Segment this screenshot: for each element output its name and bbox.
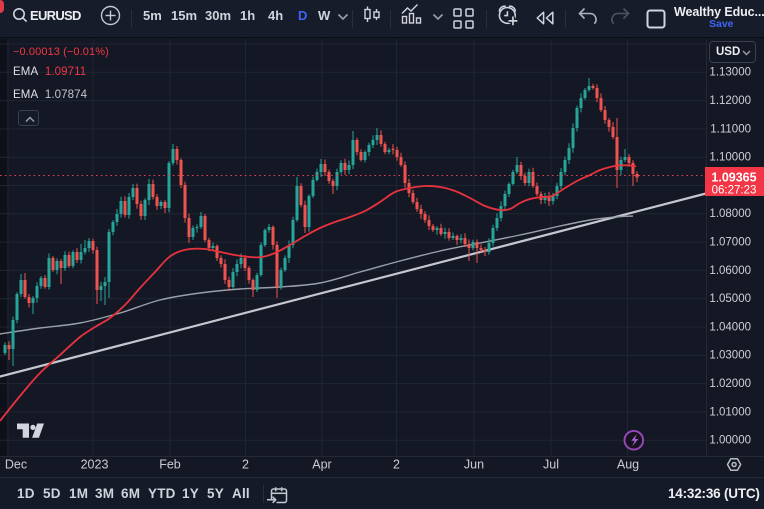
svg-text:1.07000: 1.07000 xyxy=(709,237,751,249)
svg-text:1.10000: 1.10000 xyxy=(709,152,751,164)
svg-text:1.09365: 1.09365 xyxy=(711,171,756,185)
svg-text:1.13000: 1.13000 xyxy=(709,67,751,79)
svg-text:1.08000: 1.08000 xyxy=(709,208,751,220)
svg-text:1.00000: 1.00000 xyxy=(709,435,751,447)
svg-text:1.11000: 1.11000 xyxy=(710,123,751,135)
svg-text:Jun: Jun xyxy=(464,458,484,472)
svg-text:Feb: Feb xyxy=(159,458,181,472)
svg-text:1.01000: 1.01000 xyxy=(709,406,751,418)
svg-text:1.02000: 1.02000 xyxy=(709,378,751,390)
svg-text:Apr: Apr xyxy=(312,458,331,472)
svg-text:Aug: Aug xyxy=(617,458,639,472)
svg-text:06:27:23: 06:27:23 xyxy=(712,185,757,197)
svg-text:1.04000: 1.04000 xyxy=(709,321,751,333)
svg-text:1.12000: 1.12000 xyxy=(709,95,751,107)
svg-text:Dec: Dec xyxy=(5,458,27,472)
svg-text:2023: 2023 xyxy=(81,458,109,472)
svg-text:1.06000: 1.06000 xyxy=(709,265,751,277)
svg-text:2: 2 xyxy=(242,458,249,472)
svg-text:2: 2 xyxy=(393,458,400,472)
svg-text:1.05000: 1.05000 xyxy=(709,293,751,305)
svg-text:1.03000: 1.03000 xyxy=(709,350,751,362)
svg-text:Jul: Jul xyxy=(543,458,559,472)
